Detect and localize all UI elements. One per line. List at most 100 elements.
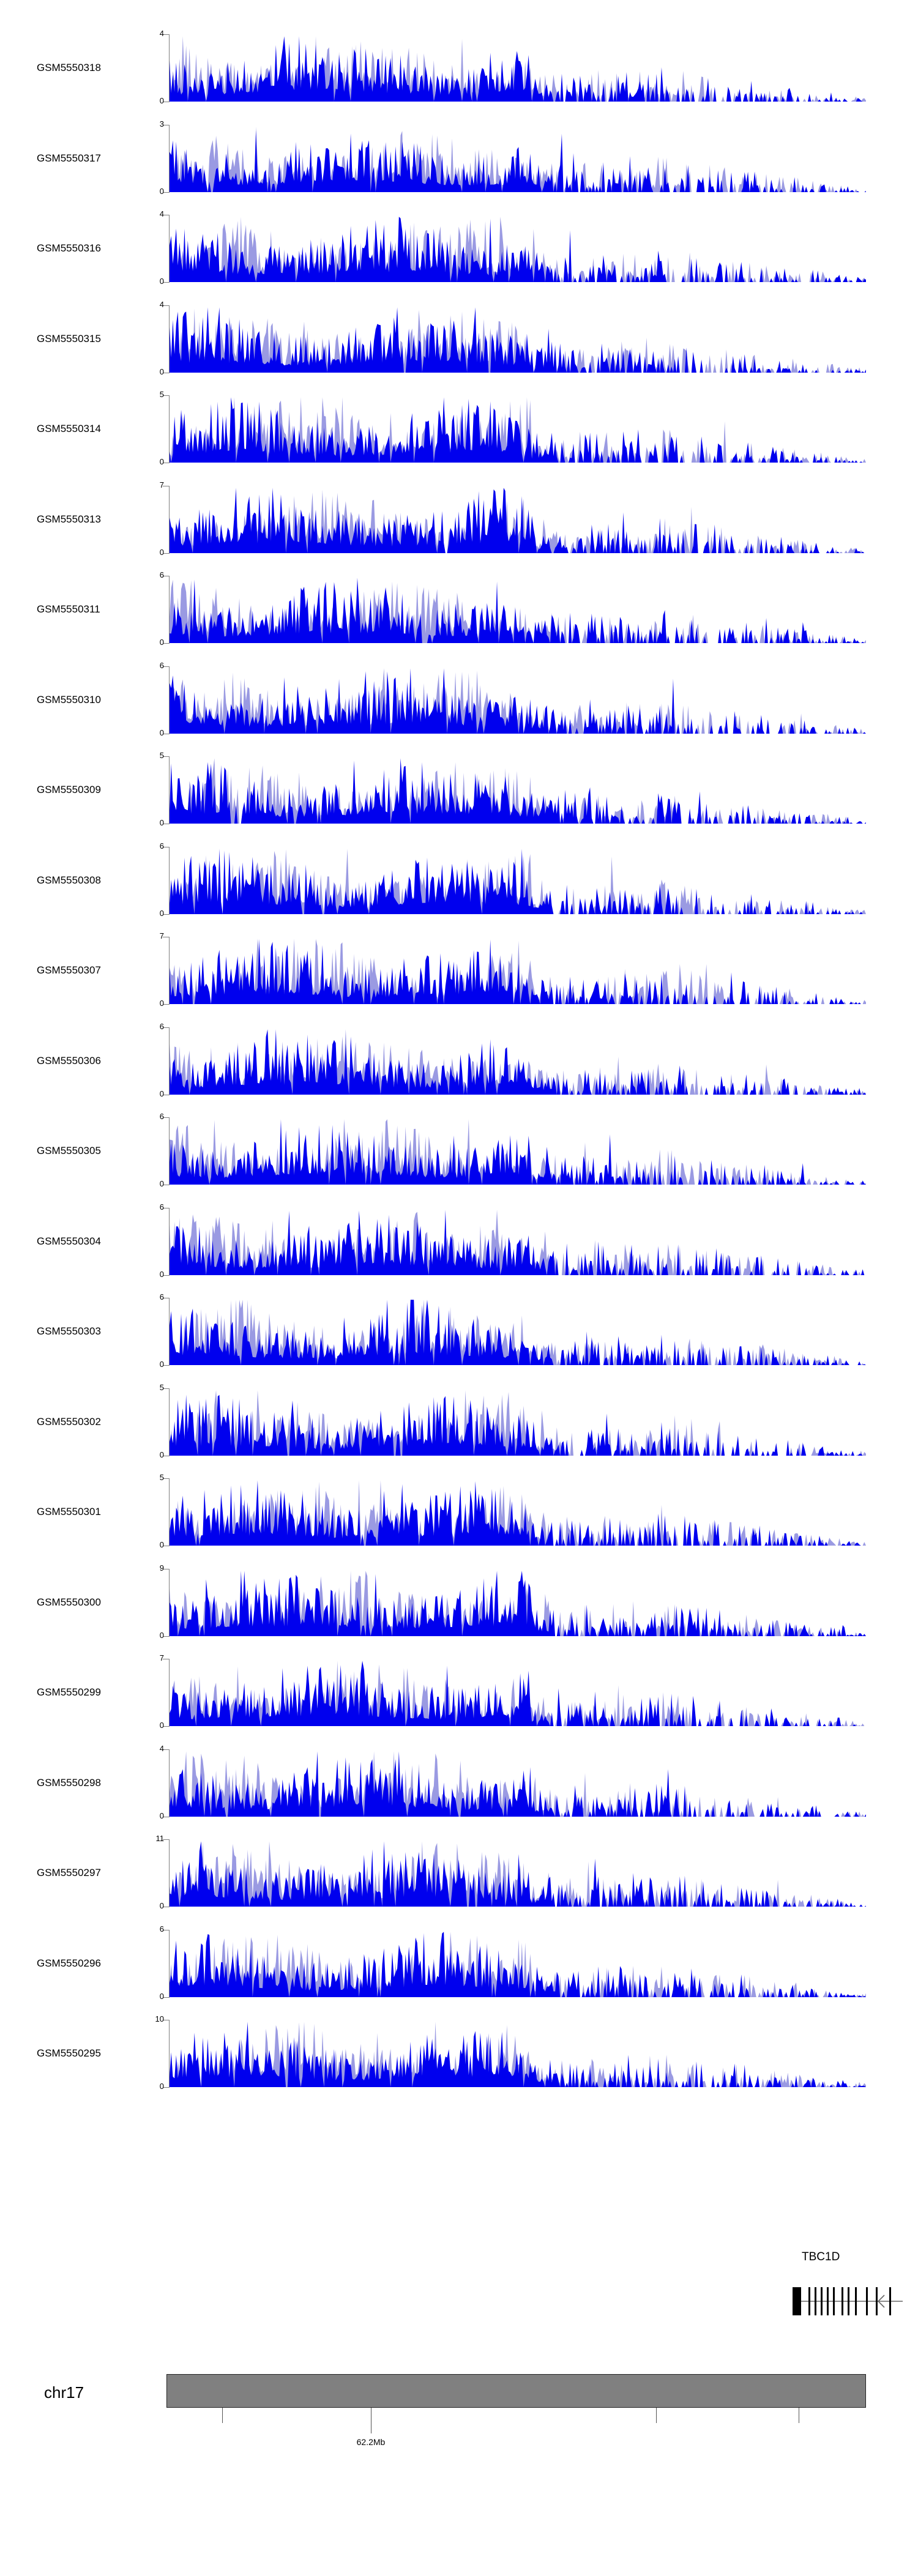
coverage-plot-area[interactable]: [170, 756, 866, 824]
coverage-track: GSM5550298 4 0: [0, 1744, 918, 1820]
y-axis-max-value: 6: [159, 1292, 164, 1301]
y-axis-min-value: 0: [159, 1089, 164, 1098]
y-axis-tick-max: [163, 1749, 170, 1750]
y-axis-min-value: 0: [159, 2082, 164, 2091]
track-sample-label: GSM5550296: [37, 1957, 101, 1969]
coverage-plot-area[interactable]: [170, 1298, 866, 1365]
coverage-plot-area[interactable]: [170, 305, 866, 373]
y-axis-min-value: 0: [159, 277, 164, 286]
y-axis-min-value: 0: [159, 638, 164, 647]
y-axis-min-value: 0: [159, 1991, 164, 2001]
coverage-plot-area[interactable]: [170, 34, 866, 102]
coverage-plot-area[interactable]: [170, 1569, 866, 1636]
y-axis-max-value: 4: [159, 299, 164, 309]
coverage-plot-area[interactable]: [170, 486, 866, 553]
coverage-track: GSM5550317 3 0: [0, 120, 918, 195]
ideogram-tick-3: [656, 2408, 657, 2423]
coverage-plot-area[interactable]: [170, 1478, 866, 1546]
track-sample-label: GSM5550298: [37, 1776, 101, 1789]
coverage-plot-area[interactable]: [170, 2020, 866, 2087]
coverage-plot-area[interactable]: [170, 1117, 866, 1185]
y-axis-tick-min: [163, 553, 170, 554]
y-axis-min-value: 0: [159, 96, 164, 105]
y-axis-tick-max: [163, 1388, 170, 1389]
coverage-plot-area[interactable]: [170, 1659, 866, 1726]
track-y-axis: [169, 1207, 170, 1275]
y-axis-max-value: 7: [159, 480, 164, 490]
y-axis-min-value: 0: [159, 1630, 164, 1640]
coverage-plot-area[interactable]: [170, 1027, 866, 1095]
y-axis-tick-min: [163, 1365, 170, 1366]
y-axis-tick-min: [163, 2087, 170, 2088]
track-y-axis: [169, 124, 170, 192]
y-axis-min-value: 0: [159, 1269, 164, 1279]
track-y-axis: [169, 756, 170, 824]
y-axis-tick-min: [163, 1004, 170, 1005]
y-axis-tick-max: [163, 34, 170, 35]
coverage-plot-area[interactable]: [170, 847, 866, 914]
coverage-plot-area[interactable]: [170, 1208, 866, 1275]
y-axis-tick-max: [163, 1027, 170, 1028]
y-axis-max-value: 6: [159, 1202, 164, 1212]
coverage-track: GSM5550305 6 0: [0, 1112, 918, 1188]
y-axis-tick-max: [163, 395, 170, 396]
coverage-plot-area[interactable]: [170, 1930, 866, 1997]
coverage-plot-area[interactable]: [170, 125, 866, 192]
coverage-track: GSM5550309 5 0: [0, 751, 918, 827]
y-axis-max-value: 7: [159, 1653, 164, 1662]
y-axis-min-value: 0: [159, 367, 164, 376]
track-sample-label: GSM5550305: [37, 1145, 101, 1156]
track-y-axis: [169, 846, 170, 914]
y-axis-max-value: 5: [159, 1382, 164, 1392]
track-y-axis: [169, 485, 170, 553]
y-axis-tick-max: [163, 666, 170, 667]
y-axis-tick-min: [163, 643, 170, 644]
coverage-track: GSM5550310 6 0: [0, 661, 918, 737]
track-sample-label: GSM5550311: [37, 603, 100, 615]
ideogram-bar[interactable]: [166, 2374, 866, 2408]
coverage-track: GSM5550296 6 0: [0, 1925, 918, 2001]
track-sample-label: GSM5550307: [37, 964, 101, 976]
y-axis-min-value: 0: [159, 908, 164, 918]
coverage-track: GSM5550318 4 0: [0, 29, 918, 105]
track-sample-label: GSM5550314: [37, 423, 101, 434]
y-axis-max-value: 4: [159, 209, 164, 218]
coverage-track: GSM5550295 10 0: [0, 2015, 918, 2091]
y-axis-tick-max: [163, 1839, 170, 1840]
y-axis-tick-max: [163, 1117, 170, 1118]
coverage-track: GSM5550311 6 0: [0, 571, 918, 647]
y-axis-max-value: 6: [159, 570, 164, 579]
coverage-plot-area[interactable]: [170, 576, 866, 643]
track-y-axis: [169, 1298, 170, 1365]
gene-model-glyph: [786, 2285, 918, 2317]
coverage-plot-area[interactable]: [170, 395, 866, 463]
coverage-plot-area[interactable]: [170, 1388, 866, 1456]
track-y-axis: [169, 1027, 170, 1095]
coverage-plot-area[interactable]: [170, 215, 866, 282]
track-y-axis: [169, 1659, 170, 1726]
y-axis-min-value: 0: [159, 728, 164, 737]
track-y-axis: [169, 937, 170, 1004]
track-y-axis: [169, 1929, 170, 1997]
coverage-track: GSM5550315 4 0: [0, 300, 918, 376]
y-axis-max-value: 10: [155, 2014, 164, 2023]
y-axis-max-value: 4: [159, 1743, 164, 1753]
y-axis-tick-min: [163, 1997, 170, 1998]
coverage-plot-area[interactable]: [170, 1749, 866, 1817]
y-axis-tick-max: [163, 756, 170, 757]
coverage-track: GSM5550314 5 0: [0, 390, 918, 466]
coverage-plot-area[interactable]: [170, 937, 866, 1004]
track-y-axis: [169, 395, 170, 463]
y-axis-min-value: 0: [159, 1540, 164, 1549]
coverage-plot-area[interactable]: [170, 1839, 866, 1907]
y-axis-min-value: 0: [159, 1360, 164, 1369]
y-axis-max-value: 6: [159, 1112, 164, 1121]
track-y-axis: [169, 1749, 170, 1817]
coverage-plot-area[interactable]: [170, 666, 866, 734]
track-y-axis: [169, 1117, 170, 1185]
coverage-track: GSM5550306 6 0: [0, 1022, 918, 1098]
y-axis-tick-max: [163, 1478, 170, 1479]
gene-track-label: TBC1D: [802, 2250, 840, 2263]
track-sample-label: GSM5550299: [37, 1686, 101, 1698]
